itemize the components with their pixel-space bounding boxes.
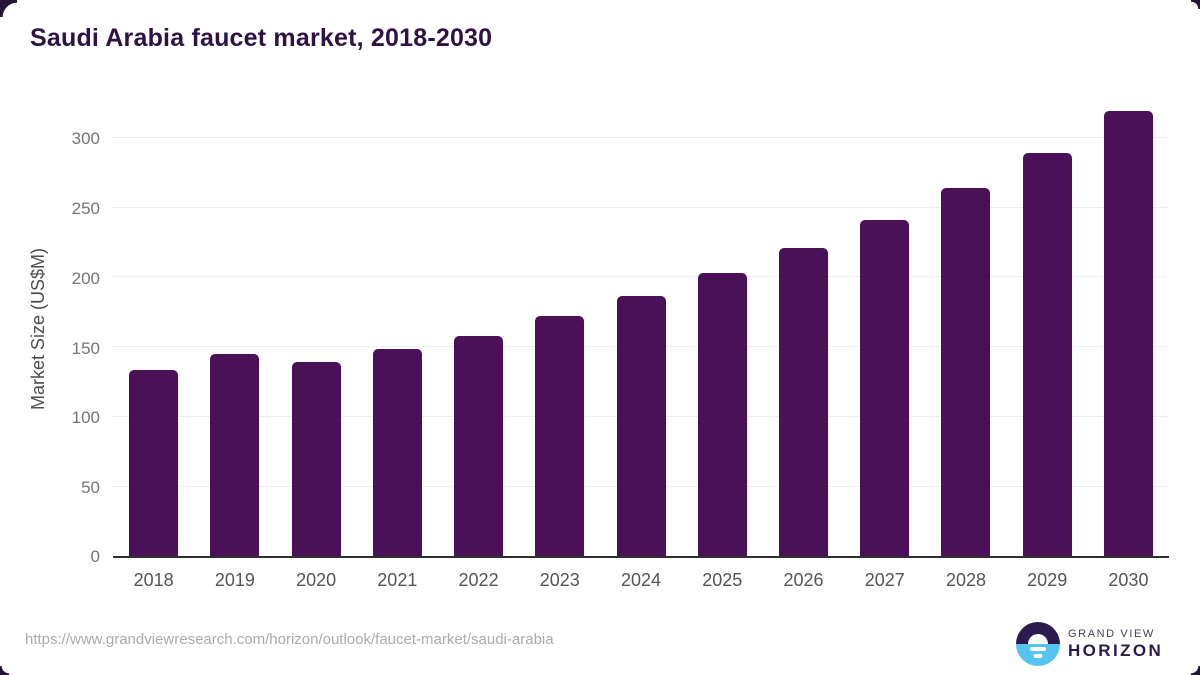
bar-slot-2019 — [194, 100, 275, 556]
rounded-corner-fragment — [0, 0, 17, 17]
x-label-2025: 2025 — [702, 570, 743, 590]
bar-2020 — [291, 362, 341, 556]
sun-icon — [1028, 634, 1048, 644]
bar-slot-2026 — [763, 100, 844, 556]
bar-slot-2018 — [113, 100, 194, 556]
x-label-2024: 2024 — [621, 570, 662, 590]
bar-slot-2029 — [1007, 100, 1088, 556]
bar-2021 — [372, 349, 422, 556]
x-label-2021: 2021 — [377, 570, 418, 590]
bar-2019 — [210, 353, 260, 556]
bar-2026 — [778, 247, 828, 556]
bar-slot-2025 — [682, 100, 763, 556]
bar-slot-2023 — [519, 100, 600, 556]
source-url: https://www.grandviewresearch.com/horizo… — [25, 631, 554, 648]
bar-2030 — [1103, 110, 1153, 556]
logo-product-name: HORIZON — [1068, 640, 1164, 660]
x-label-2019: 2019 — [214, 570, 255, 590]
logo-brand-name: GRAND VIEW — [1068, 627, 1155, 640]
x-label-2022: 2022 — [458, 570, 499, 590]
gridline-300 — [113, 136, 1169, 138]
plot-area — [113, 100, 1169, 558]
rounded-corner-fragment — [1191, 666, 1200, 675]
grand-view-horizon-logo: GRAND VIEW HORIZON — [1016, 622, 1163, 666]
bar-2018 — [129, 370, 179, 556]
bar-2029 — [1022, 152, 1072, 556]
bar-slot-2024 — [600, 100, 681, 556]
y-tick-150: 150 — [71, 338, 100, 358]
y-tick-0: 0 — [90, 547, 100, 566]
x-label-2020: 2020 — [296, 570, 337, 590]
horizon-sunset-icon — [1016, 622, 1060, 666]
x-label-2023: 2023 — [539, 570, 580, 590]
gridline-200 — [113, 276, 1169, 278]
sun-reflection-bar — [1033, 654, 1043, 658]
x-label-2018: 2018 — [133, 570, 174, 590]
chart-title: Saudi Arabia faucet market, 2018-2030 — [30, 24, 493, 52]
y-tick-200: 200 — [71, 268, 100, 288]
bar-2023 — [535, 315, 585, 556]
gridline-250 — [113, 206, 1169, 208]
bar-2022 — [454, 335, 504, 556]
x-label-2027: 2027 — [864, 570, 905, 590]
bar-slot-2027 — [844, 100, 925, 556]
rounded-corner-fragment — [0, 666, 9, 675]
y-tick-100: 100 — [71, 408, 100, 428]
bar-2027 — [860, 219, 910, 556]
y-tick-300: 300 — [71, 129, 100, 149]
x-label-2030: 2030 — [1108, 570, 1149, 590]
bar-2028 — [941, 187, 991, 556]
sun-reflection-bar — [1030, 647, 1046, 651]
rounded-corner-fragment — [1191, 0, 1200, 9]
x-axis-labels: 2018 2019 2020 2021 2022 2023 2024 2025 2026 2027… — [113, 570, 1169, 591]
bar-2024 — [616, 296, 666, 556]
bar-series — [113, 100, 1169, 556]
x-label-2026: 2026 — [783, 570, 824, 590]
bar-slot-2022 — [438, 100, 519, 556]
y-tick-250: 250 — [71, 199, 100, 219]
logo-text: GRAND VIEW HORIZON — [1068, 628, 1163, 661]
x-label-2029: 2029 — [1027, 570, 1068, 590]
y-axis-ticks: 0 50 100 150 200 250 300 — [0, 100, 100, 566]
bar-slot-2030 — [1088, 100, 1169, 556]
bar-slot-2020 — [275, 100, 356, 556]
bar-2025 — [697, 272, 747, 556]
bar-slot-2021 — [357, 100, 438, 556]
y-tick-50: 50 — [81, 478, 100, 498]
bar-slot-2028 — [925, 100, 1006, 556]
x-label-2028: 2028 — [945, 570, 986, 590]
